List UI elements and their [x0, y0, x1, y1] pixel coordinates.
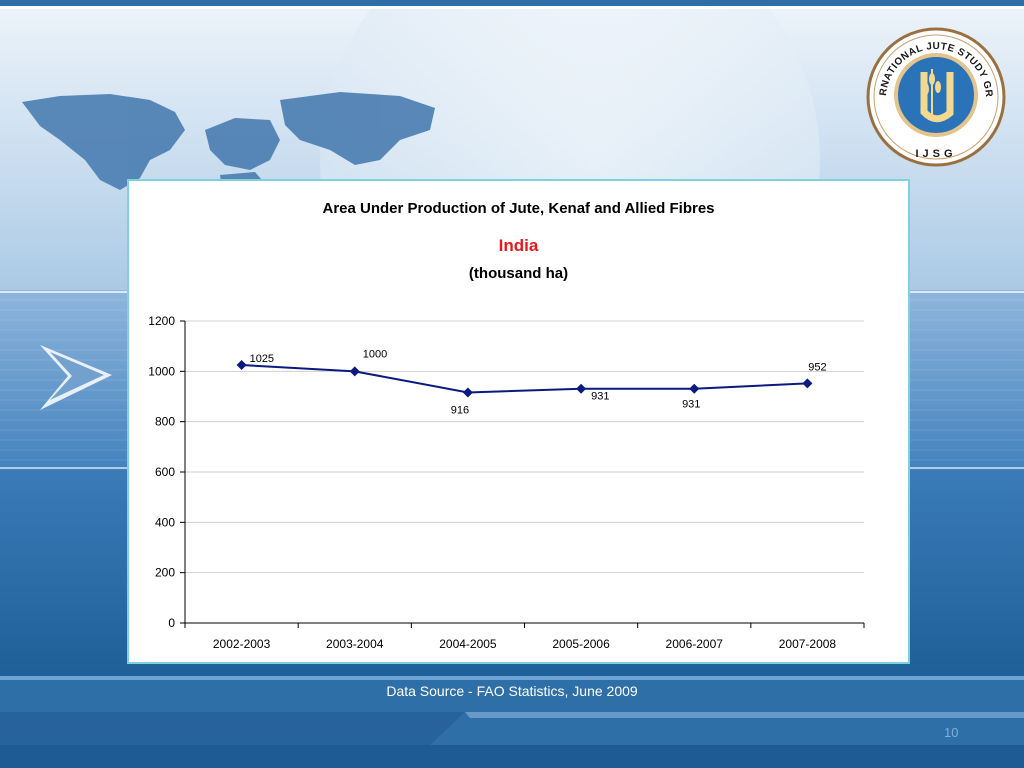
y-tick-label: 400	[155, 515, 175, 529]
line-chart: 0 200 400 600 800 1000 1200 2002-2003 2003-2004 2…	[148, 314, 865, 651]
chart-title: Area Under Production of Jute, Kenaf and…	[322, 200, 715, 217]
data-label: 952	[808, 361, 826, 373]
data-label: 1000	[363, 348, 387, 360]
data-point-marker	[349, 366, 360, 377]
x-tick-label: 2002-2003	[213, 637, 271, 651]
chart-subtitle: India	[498, 236, 539, 255]
series-line	[241, 364, 808, 394]
chart-panel: Area Under Production of Jute, Kenaf and…	[127, 179, 910, 664]
x-tick-label: 2004-2005	[439, 637, 497, 651]
ijsg-logo: INTERNATIONAL JUTE STUDY GROUP IJSG	[866, 27, 1006, 167]
data-label: 931	[591, 391, 609, 403]
page-number: 10	[944, 725, 959, 740]
y-tick-label: 200	[155, 566, 175, 580]
chart-unit-label: (thousand ha)	[468, 265, 569, 282]
data-label: 916	[451, 404, 469, 416]
data-label: 1025	[250, 353, 274, 365]
jute-sheaf-icon	[920, 69, 954, 123]
data-source-note: Data Source - FAO Statistics, June 2009	[386, 683, 638, 699]
y-tick-label: 0	[168, 616, 175, 630]
y-tick-label: 1200	[148, 314, 175, 328]
data-point-marker	[462, 387, 473, 398]
data-point-marker	[689, 383, 700, 394]
y-tick-label: 600	[155, 465, 175, 479]
x-tick-label: 2006-2007	[666, 637, 724, 651]
y-tick-label: 1000	[148, 364, 175, 378]
data-point-marker	[802, 378, 813, 389]
x-tick-label: 2007-2008	[779, 637, 837, 651]
chevron-arrow-decoration	[40, 345, 112, 410]
data-point-marker	[576, 383, 587, 394]
data-point-marker	[236, 360, 247, 371]
x-tick-label: 2005-2006	[552, 637, 610, 651]
x-tick-label: 2003-2004	[326, 637, 384, 651]
data-label: 931	[682, 399, 700, 411]
y-tick-label: 800	[155, 415, 175, 429]
logo-abbreviation: IJSG	[915, 148, 956, 160]
